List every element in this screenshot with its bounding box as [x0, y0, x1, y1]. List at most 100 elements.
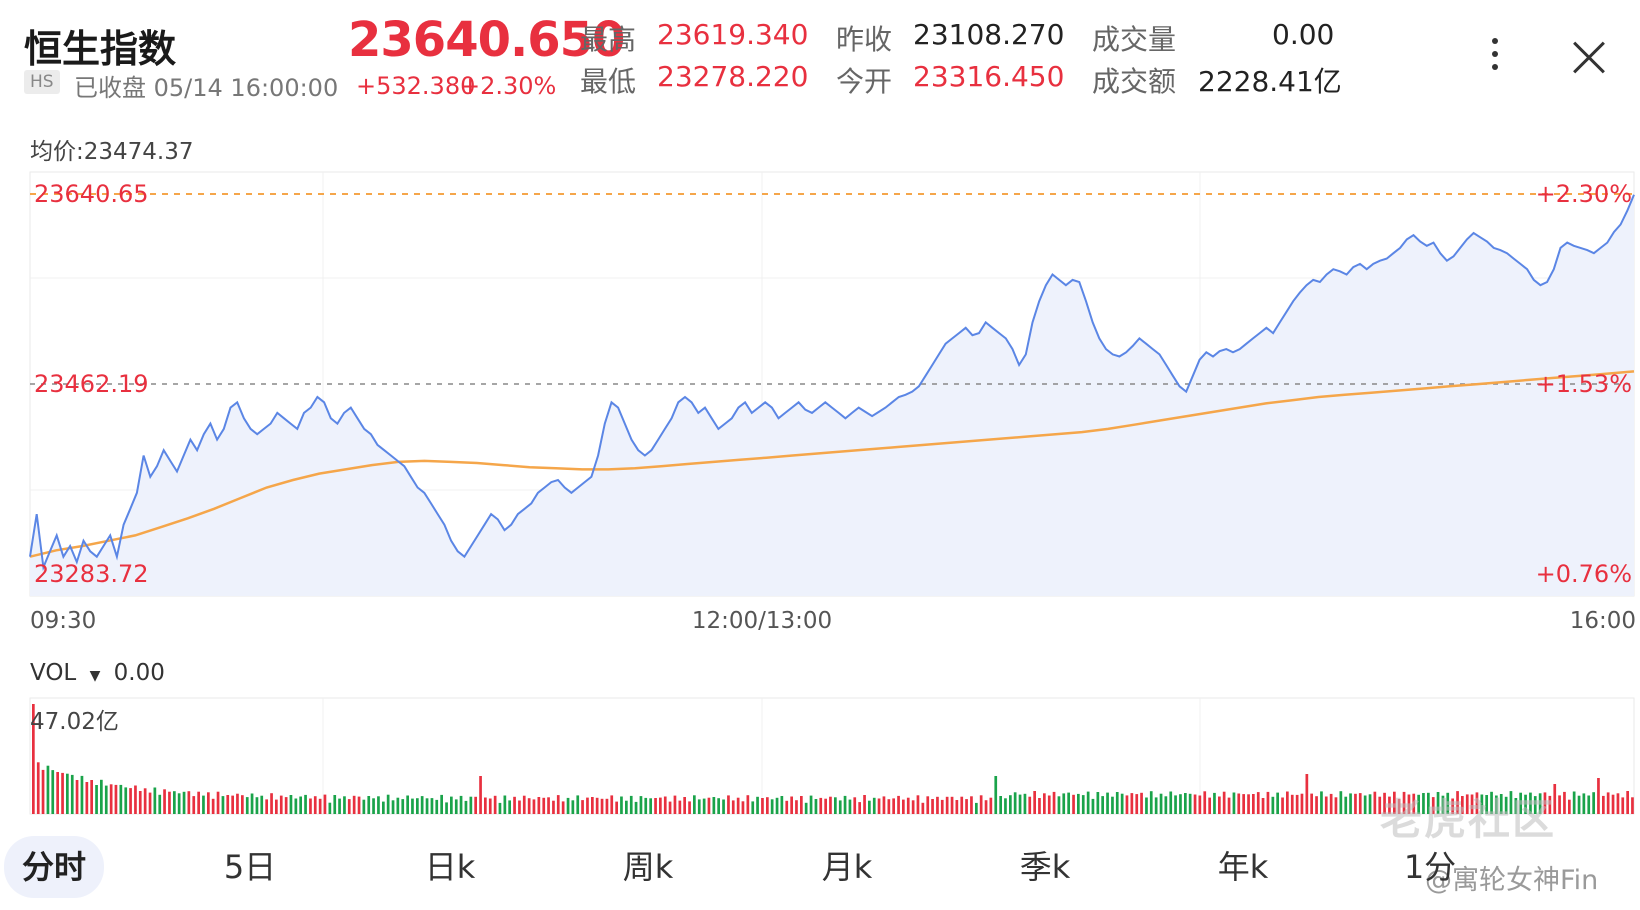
- volume-bar: [1320, 791, 1323, 814]
- volume-bar: [736, 797, 740, 814]
- volume-bar: [1417, 794, 1420, 814]
- volume-bar: [420, 796, 424, 814]
- volume-bar: [1057, 796, 1061, 814]
- volume-bar: [722, 799, 725, 814]
- volume-bar: [459, 795, 463, 814]
- volume-bar: [1606, 792, 1610, 814]
- volume-bar: [1373, 791, 1377, 814]
- volume-bar: [279, 795, 283, 814]
- volume-bar: [163, 789, 166, 814]
- tab-yearly-k[interactable]: 年k: [1217, 848, 1269, 886]
- volume-bar: [1028, 796, 1032, 814]
- volume-bar: [1203, 791, 1207, 814]
- volume-bar: [372, 798, 375, 814]
- intraday-chart[interactable]: 23640.65 23462.19 23283.72 +2.30% +1.53%…: [0, 160, 1640, 630]
- volume-bar: [761, 798, 764, 814]
- volume-bar: [377, 796, 380, 814]
- volume-bar: [945, 796, 949, 814]
- market-badge: HS: [24, 70, 60, 94]
- volume-bar: [819, 797, 823, 814]
- volume-bar: [795, 800, 798, 814]
- volume-bar: [1490, 791, 1493, 814]
- volume-bar: [1038, 798, 1041, 814]
- volume-bar: [216, 791, 220, 814]
- volume-bar: [576, 795, 580, 814]
- volume-bar: [1427, 792, 1430, 814]
- volume-bar: [683, 797, 686, 814]
- volume-bar: [260, 795, 264, 814]
- volume-bar: [1125, 795, 1129, 814]
- volume-bar: [673, 795, 677, 814]
- volume-bar: [1407, 794, 1411, 814]
- volume-bar: [829, 796, 832, 814]
- volume-indicator-selector[interactable]: VOL ▼ 0.00: [30, 660, 165, 686]
- volume-bar: [1247, 794, 1250, 814]
- volume-bar: [1169, 791, 1173, 814]
- volume-bar: [581, 800, 584, 814]
- tab-daily-k[interactable]: 日k: [424, 848, 476, 886]
- volume-bar: [1222, 791, 1226, 814]
- volume-bar: [1577, 795, 1581, 814]
- volume-bar: [168, 791, 171, 814]
- volume-bar: [250, 793, 254, 814]
- volume-bar: [1290, 794, 1294, 814]
- volume-bar: [1334, 797, 1338, 814]
- volume-bar: [931, 799, 934, 814]
- volume-bar: [717, 798, 720, 814]
- volume-bar: [464, 800, 468, 814]
- volume-bar: [1062, 793, 1066, 814]
- volume-bar: [450, 796, 453, 814]
- volume-bar: [1451, 798, 1454, 814]
- volume-bar: [1140, 792, 1143, 814]
- volume-bar: [435, 799, 439, 814]
- volume-bar: [1616, 793, 1620, 814]
- volume-bar: [1461, 796, 1464, 814]
- stat-value-prev-close: 23108.270: [913, 18, 1065, 51]
- period-tabs: 分时 5日 日k 周k 月k 季k 年k 1分: [0, 836, 1640, 900]
- volume-bar: [211, 798, 215, 814]
- more-options-icon[interactable]: [1492, 38, 1500, 77]
- tab-5day[interactable]: 5日: [223, 848, 277, 886]
- volume-bar: [236, 793, 239, 814]
- volume-bar: [114, 784, 118, 814]
- volume-bar: [347, 799, 351, 814]
- stat-value-open: 23316.450: [913, 60, 1065, 93]
- volume-bar: [1101, 796, 1104, 814]
- volume-bar: [1631, 797, 1634, 814]
- volume-label: VOL: [30, 660, 77, 686]
- volume-bar: [323, 794, 327, 814]
- tab-weekly-k[interactable]: 周k: [622, 848, 674, 886]
- tab-intraday[interactable]: 分时: [4, 836, 104, 898]
- volume-bar: [537, 797, 541, 814]
- volume-bar: [1412, 793, 1416, 814]
- volume-bar: [848, 799, 852, 814]
- volume-bar: [595, 797, 599, 814]
- volume-bar: [328, 802, 332, 814]
- volume-bar: [1602, 795, 1605, 814]
- pct-label-mid: +1.53%: [1536, 370, 1632, 398]
- volume-bar: [299, 796, 302, 814]
- close-icon[interactable]: [1572, 40, 1606, 74]
- volume-bar: [1276, 792, 1279, 814]
- volume-bar: [1621, 797, 1625, 814]
- volume-bar: [639, 796, 643, 814]
- volume-bar: [202, 795, 205, 814]
- volume-bar: [119, 784, 123, 814]
- volume-bar: [702, 798, 706, 814]
- volume-bar: [66, 773, 69, 814]
- y-label-mid: 23462.19: [34, 370, 149, 398]
- volume-bar: [1047, 795, 1051, 814]
- volume-bar: [814, 799, 818, 814]
- volume-bar: [90, 780, 93, 814]
- volume-bar: [207, 792, 210, 814]
- tab-quarterly-k[interactable]: 季k: [1019, 848, 1071, 886]
- volume-bar: [707, 797, 711, 814]
- volume-bar: [877, 798, 881, 814]
- tab-monthly-k[interactable]: 月k: [821, 848, 873, 886]
- volume-bar: [940, 799, 944, 814]
- volume-bar: [1538, 793, 1542, 814]
- volume-bar: [756, 796, 759, 814]
- volume-bar: [158, 794, 162, 814]
- tab-1min[interactable]: 1分: [1403, 848, 1457, 886]
- volume-bar: [1436, 792, 1440, 814]
